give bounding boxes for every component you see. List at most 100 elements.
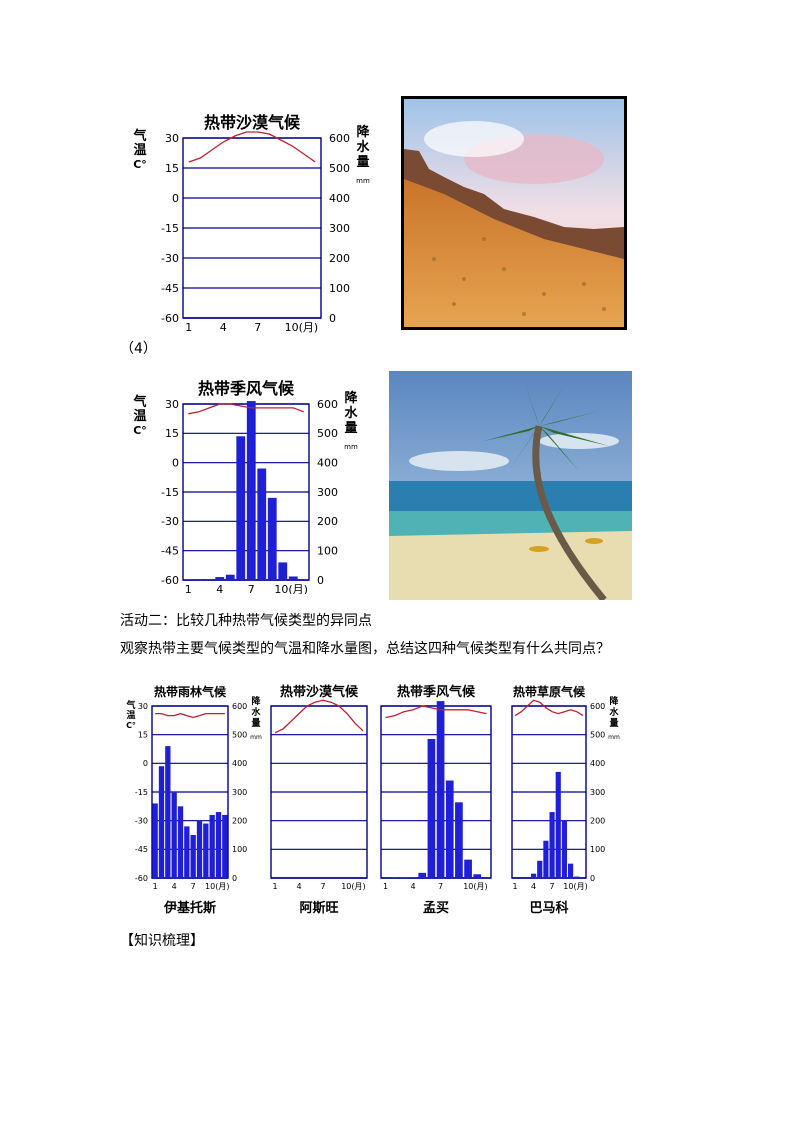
temp-tick-label: 15 [165,162,179,175]
chart-title: 热带雨林气候 [154,684,227,699]
plot-frame [182,403,310,581]
precip-tick-label: 600 [232,702,247,711]
precip-bar [549,812,555,878]
precip-bar [567,863,574,878]
precip-tick-label: 200 [232,816,247,825]
temp-axis-unit: C° [133,158,147,171]
month-tick-label: 4 [172,882,177,891]
desert-chart: 热带沙漠气候 30 15 0 -15 -30 -45 -60 气温 C° 600 500 400 300 2… [120,106,395,336]
temperature-line [188,131,316,163]
precip-tick-label: 400 [232,759,247,768]
month-tick-label: 4 [216,583,223,594]
plot-frame [380,705,492,879]
precip-axis-label: 降 [356,124,370,140]
station-caption: 巴马科 [529,900,568,916]
temp-tick-label: -60 [135,874,148,883]
temp-tick-label: 15 [165,427,179,440]
temperature-line [385,705,487,719]
precip-bar [165,746,171,878]
precip-bar [524,877,531,878]
month-tick-label: 1 [383,882,388,891]
plot-frame [182,137,322,319]
precip-bar [299,579,309,580]
chart-title: 热带季风气候 [397,684,476,700]
aswan-chart: 热带沙漠气候 1 4 7 10(月) 阿斯旺 [268,676,380,926]
temp-tick-label: 0 [172,457,179,470]
bamako-climate-chart: 热带草原气候 600 500 400 300 200 100 0 降水量 mm 1 4 7 10(月) 巴马… [511,684,620,916]
mumbai-chart: 热带季风气候 1 4 7 10(月) 孟买 [378,676,496,926]
precip-axis-unit: mm [344,443,358,451]
rainforest-chart: 热带雨林气候 30 15 0 -15 -30 -45 -60 气温 C° 600 500 400 300 2… [122,676,270,926]
temp-tick-label: -45 [161,545,179,558]
precip-tick-label: 600 [590,702,605,711]
desert-landscape-photo [401,96,627,330]
precip-bar [543,840,549,878]
station-caption: 孟买 [423,901,449,916]
month-tick-label: 4 [220,321,227,334]
precip-axis-label: 量 [356,155,369,170]
precip-bar [215,812,222,878]
precip-tick-label: 400 [329,192,350,205]
precip-bar [257,468,267,580]
precip-bar [427,738,436,878]
precip-bar [215,577,225,580]
precip-axis-label: 降 [344,390,358,406]
monsoon-chart: 热带季风气候 30 15 0 -15 -30 -45 -60 气温 C° 600 500 400 300 2… [120,372,395,596]
precip-tick-label: 200 [590,816,605,825]
precip-bar [209,814,215,878]
month-tick-label: 1 [153,882,158,891]
chart-title: 热带沙漠气候 [280,684,359,700]
temperature-line [155,712,225,719]
temp-tick-label: -45 [161,282,179,295]
temp-tick-label: -60 [161,574,179,587]
precip-axis-unit: mm [608,734,620,741]
temperature-line [514,699,584,717]
precip-bar [236,436,246,580]
precip-tick-label: 0 [317,574,324,587]
chart-title: 热带草原气候 [513,684,586,699]
precip-bar [537,860,543,878]
temp-axis-label: 气 [133,394,146,410]
month-tick-label: 7 [191,882,196,891]
precip-bar [400,877,408,878]
chart-title: 热带沙漠气候 [204,113,301,132]
temp-axis-label: 温 [133,143,146,158]
temperature-line [274,699,364,734]
precip-tick-label: 300 [590,788,605,797]
temp-tick-label: -15 [161,486,179,499]
month-tick-label: 7 [550,882,555,891]
precip-bar [196,820,203,878]
month-tick-label: 7 [248,583,255,594]
temp-tick-label: 15 [138,730,148,739]
precip-tick-label: 300 [329,222,350,235]
precip-axis-label: 降 [609,695,619,707]
precip-tick-label: 300 [317,486,338,499]
station-caption: 阿斯旺 [299,900,338,916]
month-tick-label: 4 [296,882,301,891]
precip-tick-label: 300 [232,788,247,797]
plot-frame [151,705,229,879]
mumbai-climate-chart: 热带季风气候 1 4 7 10(月) 孟买 [380,684,492,916]
precip-bar [222,814,228,878]
temp-tick-label: -60 [161,312,179,325]
temperature-line [188,403,305,415]
chart-title: 热带季风气候 [198,379,295,398]
precip-bar [561,820,568,878]
temp-tick-label: -15 [135,788,148,797]
precip-tick-label: 500 [329,162,350,175]
precip-bar [278,562,288,580]
precip-tick-label: 600 [317,398,338,411]
precip-bar [246,401,256,580]
temp-tick-label: -45 [135,845,148,854]
precip-bar [184,826,190,878]
precip-bar [190,835,196,878]
month-tick-label: 10(月) [563,882,587,891]
knowledge-summary-heading: 【知识梳理】 [120,933,204,949]
precip-bar [390,877,399,878]
month-tick-label: 7 [320,882,325,891]
month-tick-label: 7 [254,321,261,334]
precip-axis-label: 量 [344,421,357,436]
precip-axis-label: 量 [609,717,618,729]
month-tick-label: 1 [272,882,277,891]
precip-bar [455,802,463,878]
